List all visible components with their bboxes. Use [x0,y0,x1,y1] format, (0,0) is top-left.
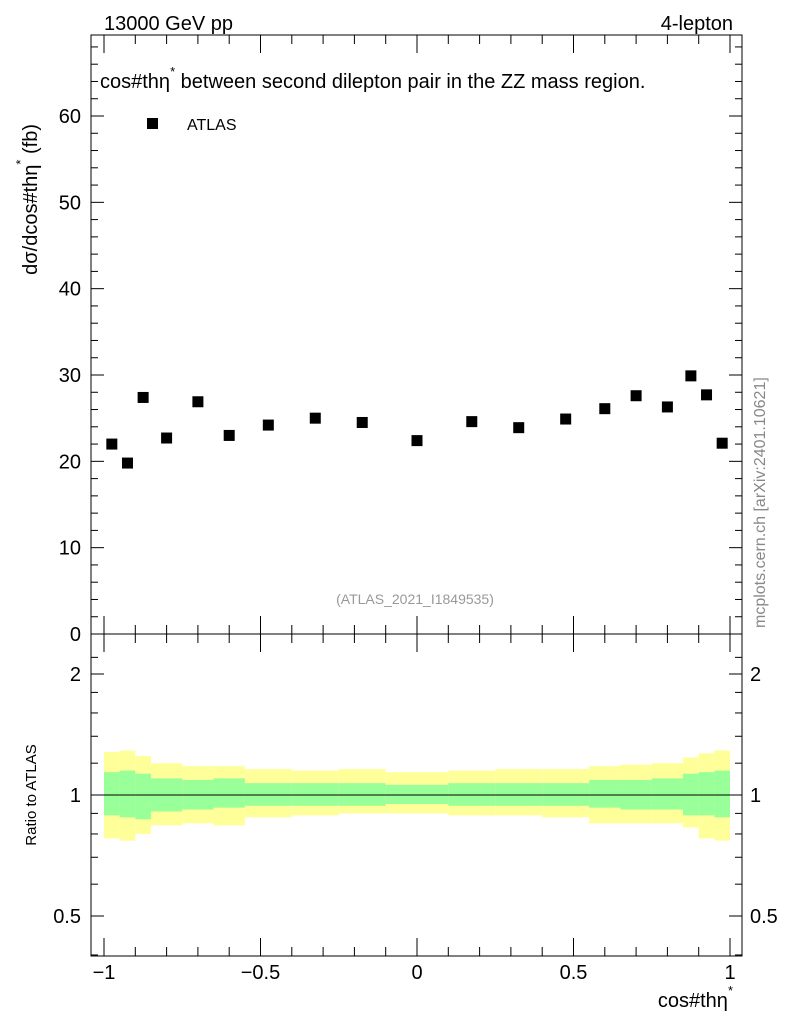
data-point [701,389,713,401]
inner-band-bin [244,783,292,806]
data-point [661,401,673,413]
data-point [192,396,204,408]
inner-band-bin [448,783,496,806]
ratio-y-tick-label: 2 [70,664,81,686]
ratio-plot-panel: 0.5 0.5 1 1 2 2 −1 −0.5 0 0.5 1 Ratio to ATLAS co… [23,633,778,1012]
y-tick-label: 20 [59,451,81,473]
inner-band-bin [338,783,386,806]
inner-band-bin [291,783,339,806]
ratio-y-axis: 0.5 0.5 1 1 2 2 [53,656,778,956]
x-tick-label: −1 [93,962,116,984]
plot-title: cos#thη* between second dilepton pair in… [100,64,645,93]
inner-band-bin [542,783,590,806]
data-point [309,412,321,424]
inner-band-bin [589,779,621,808]
legend-marker-atlas [147,118,158,129]
data-point [161,432,173,444]
data-points [106,370,728,469]
data-point [513,422,525,434]
y-axis-label: dσ/dcos#thη* (fb) [13,124,42,275]
ratio-y-axis-label: Ratio to ATLAS [23,744,40,845]
header-right-label: 4-lepton [661,13,733,35]
data-point [106,438,118,450]
ratio-y-tick-label-right: 1 [750,785,761,807]
inner-band-bin [104,772,120,816]
inner-band-bin [651,778,684,810]
data-point [685,370,697,382]
main-plot-panel: cos#thη* between second dilepton pair in… [13,34,743,646]
x-tick-label: 0.5 [560,962,588,984]
data-point [137,391,149,403]
inner-band-bin [385,784,449,804]
x-tick-label: −0.5 [241,962,280,984]
header-left-label: 13000 GeV pp [104,13,233,35]
analysis-watermark: (ATLAS_2021_I1849535) [336,591,494,607]
inner-band-bin [495,783,543,806]
side-source-label: mcplots.cern.ch [arXiv:2401.10621] [752,377,769,628]
data-point [411,435,423,447]
data-point [599,403,611,415]
inner-band-bin [135,773,151,820]
y-tick-label: 30 [59,365,81,387]
data-point [262,419,274,431]
y-tick-label: 0 [70,624,81,646]
y-tick-label: 50 [59,192,81,214]
inner-band-bin [119,770,136,818]
ratio-y-tick-label-right: 2 [750,664,761,686]
data-point [121,457,133,469]
ratio-y-tick-label: 0.5 [53,906,81,928]
data-point [716,437,728,449]
data-point [630,390,642,402]
data-point [223,429,235,441]
main-x-ticks [103,35,731,634]
inner-band-bin [714,770,730,818]
data-point [560,413,572,425]
data-point [466,416,478,428]
inner-band-bin [213,778,245,808]
x-axis: −1 −0.5 0 0.5 1 [93,634,736,984]
y-tick-label: 60 [59,106,81,128]
y-tick-label: 40 [59,279,81,301]
x-tick-label: 1 [724,962,735,984]
ratio-uncertainty-bands [104,750,730,841]
x-axis-label: cos#thη* [658,983,733,1012]
main-y-axis: 0 10 20 30 40 50 60 [59,46,742,646]
x-tick-label: 0 [411,962,422,984]
legend-label-atlas: ATLAS [187,117,237,134]
ratio-y-tick-label: 1 [70,785,81,807]
ratio-y-tick-label-right: 0.5 [750,906,778,928]
inner-band-bin [698,772,715,816]
y-tick-label: 10 [59,538,81,560]
data-point [356,416,368,428]
